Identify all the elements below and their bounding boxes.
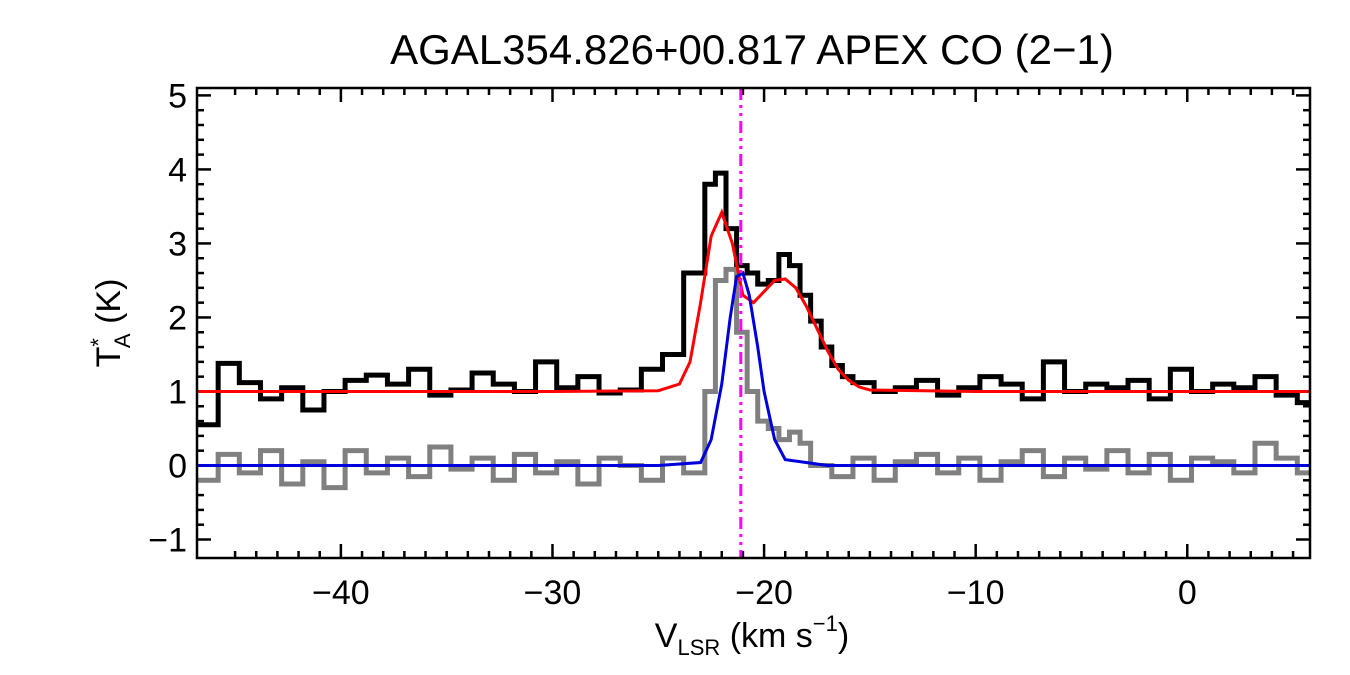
series-observed_offset bbox=[197, 170, 1310, 428]
x-tick-label: −10 bbox=[947, 574, 1005, 612]
x-axis-label-sup: −1 bbox=[813, 611, 838, 636]
y-tick-label: 5 bbox=[168, 77, 187, 115]
x-axis-label-main: V bbox=[655, 617, 678, 655]
y-tick-label: 0 bbox=[168, 447, 187, 485]
x-axis-label-units: (km s bbox=[720, 617, 813, 655]
series-layer bbox=[197, 170, 1310, 491]
x-tick-label: −30 bbox=[524, 574, 582, 612]
plot-frame bbox=[195, 86, 1312, 560]
x-axis-label-close: ) bbox=[838, 617, 849, 655]
y-axis-label-sup: * bbox=[86, 338, 111, 347]
series-observed_residual bbox=[197, 266, 1310, 491]
y-axis-label: T*A (K) bbox=[86, 279, 135, 368]
y-tick-label: 2 bbox=[168, 299, 187, 337]
y-tick-label: 4 bbox=[168, 151, 187, 189]
y-tick-label: 1 bbox=[168, 373, 187, 411]
x-axis-label-sub: LSR bbox=[677, 635, 720, 660]
x-tick-label: −40 bbox=[312, 574, 370, 612]
x-axis-label: VLSR (km s−1) bbox=[655, 611, 849, 660]
y-tick-label: −1 bbox=[148, 521, 187, 559]
series-fit_total bbox=[197, 208, 1310, 393]
y-axis-label-sub: A bbox=[110, 333, 135, 348]
y-axis-label-units: (K) bbox=[90, 279, 128, 334]
x-tick-label: 0 bbox=[1178, 574, 1197, 612]
series-fit_component bbox=[197, 270, 1310, 467]
x-tick-label: −20 bbox=[735, 574, 793, 612]
chart-title: AGAL354.826+00.817 APEX CO (2−1) bbox=[390, 26, 1114, 73]
y-tick-label: 3 bbox=[168, 225, 187, 263]
y-axis-label-main: T bbox=[90, 347, 128, 368]
